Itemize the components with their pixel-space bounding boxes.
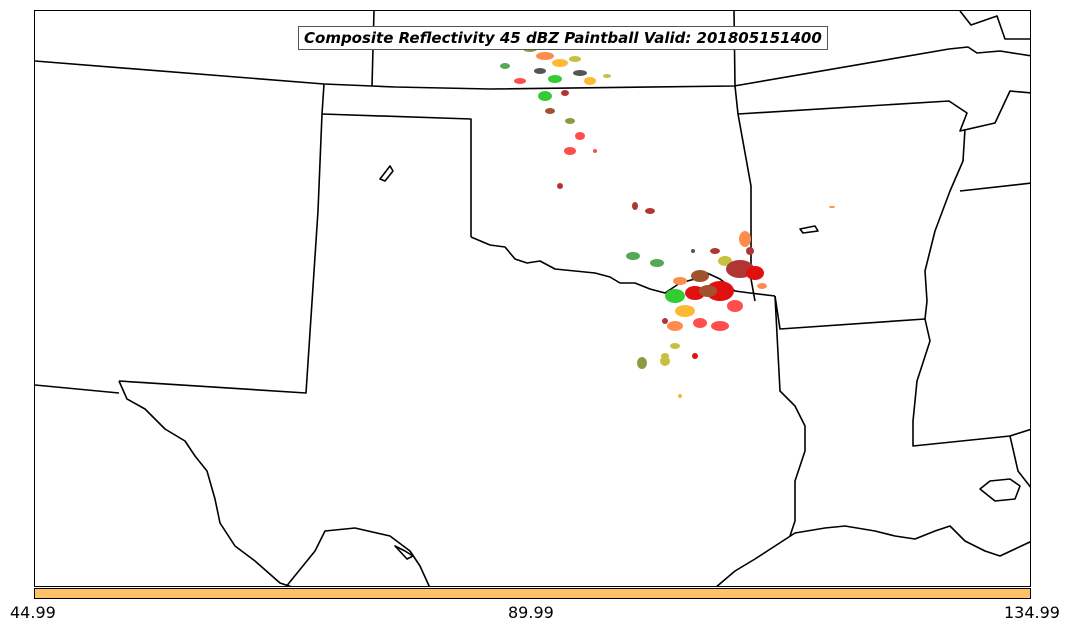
state-border-arkansas-east — [924, 128, 966, 320]
map-panel: Composite Reflectivity 45 dBZ Paintball … — [34, 10, 1031, 587]
state-border-mexico-south — [285, 527, 430, 586]
state-border-kansas-west — [321, 83, 325, 115]
lake-louisiana — [799, 225, 819, 234]
paintball-cluster-north — [497, 40, 611, 189]
state-border-texas-panhandle — [118, 113, 323, 394]
lake-mexico — [394, 545, 414, 560]
state-border-texas-louisiana — [774, 295, 806, 537]
map-title: Composite Reflectivity 45 dBZ Paintball … — [298, 26, 828, 50]
paintball-cluster-south — [626, 202, 835, 398]
state-border-mississippi-river — [737, 90, 1030, 132]
state-border-iowa — [959, 11, 1030, 40]
colorbar-tick-label: 134.99 — [1004, 603, 1060, 622]
state-border-mississippi — [912, 318, 1030, 447]
lake-texoma — [379, 165, 394, 182]
state-border-new-mexico — [35, 384, 120, 394]
map-canvas — [35, 11, 1030, 586]
state-border-nebraska — [35, 46, 1030, 90]
state-border-louisiana-east — [1009, 435, 1030, 488]
state-border-arkansas-south — [774, 295, 926, 330]
state-border-red-river — [470, 236, 776, 297]
coastline-gulf — [716, 525, 1030, 586]
colorbar — [34, 588, 1031, 599]
coastline-lake — [979, 478, 1021, 502]
colorbar-tick-label: 89.99 — [508, 603, 554, 622]
state-border-oklahoma-north — [321, 113, 472, 237]
state-border-tennessee — [959, 182, 1030, 192]
colorbar-tick-label: 44.99 — [10, 603, 56, 622]
state-border-rio-grande — [118, 380, 292, 586]
state-border-oklahoma-east — [737, 113, 756, 302]
